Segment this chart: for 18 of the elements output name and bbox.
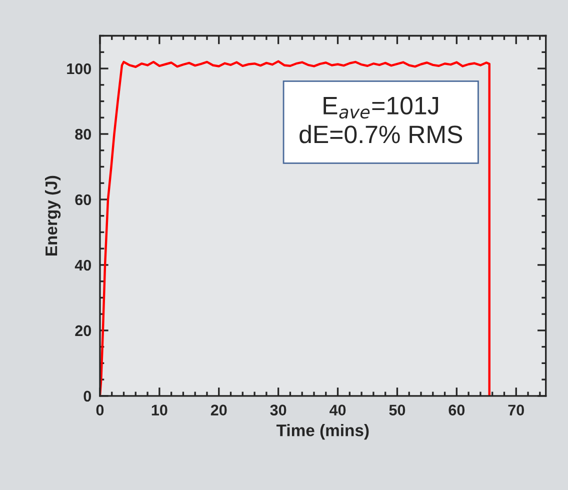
x-tick-label: 50 bbox=[389, 404, 406, 416]
x-tick-label: 70 bbox=[508, 404, 524, 416]
x-tick-label: 60 bbox=[448, 404, 465, 416]
y-axis-title: Energy (J) bbox=[44, 176, 61, 256]
y-tick-label: 60 bbox=[75, 194, 92, 206]
x-tick-label: 20 bbox=[210, 404, 227, 416]
annotation: E$_{ave}$=101J dE=0.7% RMS bbox=[300, 96, 462, 144]
x-tick-label: 30 bbox=[270, 404, 286, 416]
y-tick-label: 40 bbox=[74, 260, 92, 271]
y-tick-label: 20 bbox=[75, 325, 92, 336]
x-tick-label: 40 bbox=[330, 404, 346, 416]
x-tick-label: 10 bbox=[152, 404, 168, 416]
line-series bbox=[100, 60, 490, 396]
x-tick-label: 0 bbox=[96, 404, 104, 416]
y-tick-label: 100 bbox=[67, 63, 92, 74]
y-tick-label: 0 bbox=[84, 390, 92, 402]
y-tick-label: 80 bbox=[75, 128, 92, 140]
x-axis-title: Time (mins) bbox=[276, 424, 369, 440]
